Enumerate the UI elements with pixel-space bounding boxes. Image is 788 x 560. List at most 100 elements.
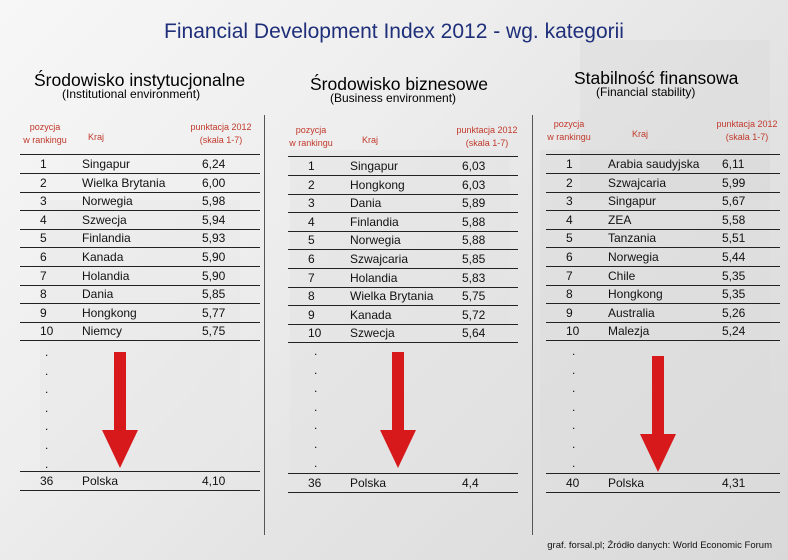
row-divider — [288, 305, 518, 307]
header-position: pozycja w rankingu — [20, 121, 70, 147]
row-divider — [20, 247, 260, 249]
row-divider — [546, 492, 780, 493]
row-divider — [288, 212, 518, 214]
rank-cell: 3 — [40, 194, 47, 209]
column-subtitle: (Institutional environment) — [62, 87, 201, 101]
score-cell: 5,67 — [722, 194, 746, 209]
row-divider — [546, 284, 780, 286]
header-position-line2: w rankingu — [23, 135, 67, 145]
country-cell: Finlandia — [82, 231, 131, 246]
row-divider — [288, 230, 518, 232]
score-cell: 5,51 — [722, 231, 746, 246]
table-row: 4 Finlandia 5,88 — [288, 213, 518, 231]
rank-cell: 40 — [566, 476, 580, 490]
row-divider — [20, 490, 260, 491]
rank-cell: 1 — [40, 157, 47, 171]
rank-cell: 9 — [40, 305, 47, 320]
row-divider — [20, 471, 260, 472]
table-row: 3 Dania 5,89 — [288, 194, 518, 212]
country-cell: Finlandia — [350, 214, 399, 229]
ellipsis-dots: ....... — [314, 344, 318, 470]
header-position: pozycja w rankingu — [544, 118, 594, 144]
row-divider — [546, 303, 780, 305]
score-cell: 5,72 — [462, 307, 486, 322]
column-divider — [532, 115, 533, 535]
country-cell: Singapur — [608, 194, 657, 209]
score-cell: 5,64 — [462, 326, 486, 341]
score-cell: 5,85 — [462, 252, 486, 266]
row-divider — [20, 284, 260, 286]
country-cell: Holandia — [82, 268, 130, 283]
row-divider — [20, 191, 260, 193]
score-cell: 5,75 — [202, 324, 226, 339]
rank-cell: 10 — [40, 324, 54, 339]
header-score-line1: punktacja 2012 — [456, 125, 518, 135]
down-arrow-icon — [102, 352, 138, 468]
rank-cell: 3 — [308, 196, 315, 211]
rank-cell: 2 — [308, 177, 315, 192]
header-score: punktacja 2012 (skala 1-7) — [714, 118, 780, 144]
table-row: 6 Norwegia 5,44 — [546, 248, 780, 266]
country-cell: Niemcy — [82, 324, 123, 339]
country-cell: Szwajcaria — [608, 175, 667, 190]
country-cell: Szwecja — [350, 326, 395, 341]
rank-cell: 4 — [308, 214, 315, 229]
ellipsis-dots: ....... — [45, 345, 49, 471]
score-cell: 4,10 — [202, 474, 226, 488]
header-score-line2: (skala 1-7) — [199, 135, 243, 145]
table-row: 1 Arabia saudyjska 6,11 — [546, 155, 780, 173]
table-row: 7 Holandia 5,83 — [288, 269, 518, 287]
country-cell: Malezja — [608, 324, 650, 339]
score-cell: 5,26 — [722, 305, 746, 320]
source-footer: graf. forsal.pl; Źródło danych: World Ec… — [547, 540, 772, 551]
score-cell: 5,88 — [462, 214, 486, 229]
header-score: punktacja 2012 (skala 1-7) — [454, 124, 520, 150]
rank-cell: 6 — [40, 250, 47, 264]
country-cell: Norwegia — [350, 233, 401, 248]
header-score-line2: (skala 1-7) — [465, 138, 509, 148]
header-position-line1: pozycja — [553, 119, 585, 129]
rank-cell: 8 — [566, 287, 573, 302]
row-divider — [288, 268, 518, 269]
table-row: 7 Holandia 5,90 — [20, 267, 260, 285]
row-divider — [546, 228, 780, 230]
row-divider — [288, 249, 518, 251]
row-divider — [288, 175, 518, 176]
country-cell: Singapur — [350, 159, 399, 173]
rank-cell: 2 — [566, 175, 573, 190]
down-arrow-icon — [640, 356, 676, 472]
table-row: 10 Niemcy 5,75 — [20, 322, 260, 340]
column-title: Stabilność finansowa — [574, 68, 739, 88]
rank-cell: 6 — [566, 250, 573, 264]
score-cell: 5,35 — [722, 287, 746, 302]
row-divider — [288, 286, 518, 288]
rank-cell: 5 — [40, 231, 47, 246]
score-cell: 5,35 — [722, 268, 746, 283]
table-row: 9 Hongkong 5,77 — [20, 304, 260, 322]
score-cell: 5,75 — [462, 289, 486, 304]
score-cell: 5,90 — [202, 268, 226, 283]
table-row: 3 Norwegia 5,98 — [20, 192, 260, 210]
score-cell: 5,58 — [722, 212, 746, 227]
country-cell: Norwegia — [82, 194, 133, 209]
table-row: 6 Kanada 5,90 — [20, 248, 260, 266]
rank-cell: 9 — [566, 305, 573, 320]
country-cell: Norwegia — [608, 250, 659, 264]
column-subtitle: (Financial stability) — [596, 85, 696, 99]
column-subtitle: (Business environment) — [330, 91, 457, 105]
row-divider — [20, 173, 260, 174]
poland-table-row: 40 Polska 4,31 — [546, 474, 780, 492]
poland-table-row: 36 Polska 4,10 — [20, 472, 260, 490]
rank-cell: 7 — [566, 268, 573, 283]
rank-cell: 8 — [40, 287, 47, 302]
table-row: 2 Wielka Brytania 6,00 — [20, 174, 260, 192]
rank-cell: 5 — [566, 231, 573, 246]
table-row: 3 Singapur 5,67 — [546, 192, 780, 210]
country-cell: Szwecja — [82, 212, 127, 227]
rank-cell: 2 — [40, 175, 47, 190]
table-row: 1 Singapur 6,03 — [288, 157, 518, 175]
score-cell: 6,11 — [722, 157, 745, 171]
page-title: Financial Development Index 2012 - wg. k… — [164, 20, 624, 43]
row-divider — [20, 210, 260, 212]
table-row: 2 Szwajcaria 5,99 — [546, 174, 780, 192]
